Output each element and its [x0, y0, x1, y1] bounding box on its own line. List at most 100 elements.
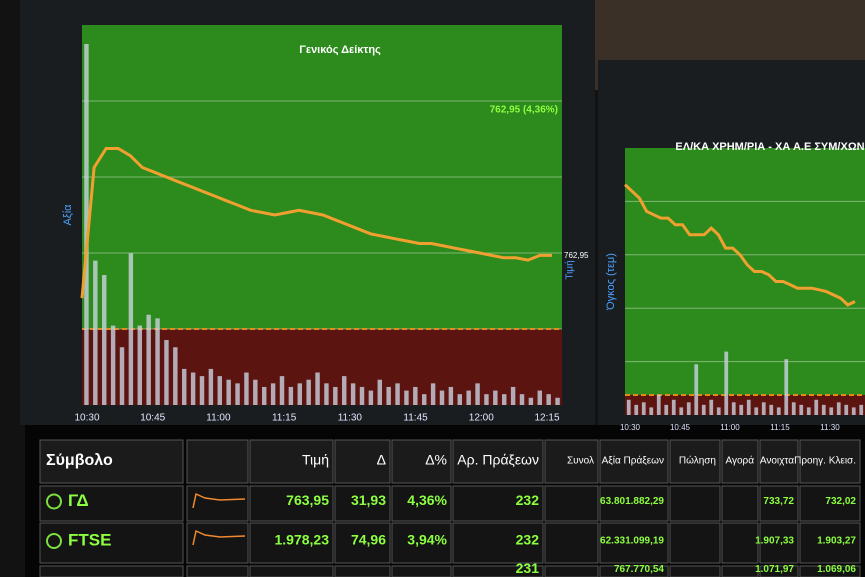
- volume-bar: [324, 383, 329, 405]
- symbol-text: ΓΔ: [68, 491, 89, 510]
- volume-bar: [701, 404, 706, 415]
- header-text: Συνολ: [567, 456, 594, 467]
- volume-bar: [555, 397, 560, 405]
- header-text: Αξία Πράξεων: [602, 455, 664, 467]
- volume-bar: [457, 394, 462, 405]
- volume-bar: [93, 260, 98, 405]
- y2-axis-label: Τιμή: [564, 260, 576, 279]
- cell: [599, 485, 669, 522]
- volume-bar: [155, 318, 160, 405]
- last-value-label: 762,95: [564, 251, 589, 260]
- cell: [721, 485, 759, 522]
- volume-bar: [137, 325, 142, 405]
- price-line: [623, 183, 856, 307]
- volume-bar: [350, 383, 356, 405]
- volume-bar: [190, 372, 196, 405]
- cell-text: 732,02: [825, 496, 856, 507]
- y-axis-label: Αξία: [62, 204, 74, 226]
- volume-bar: [634, 404, 639, 415]
- cell: [452, 565, 544, 577]
- volume-bar: [448, 386, 454, 405]
- mini-chart-cell: [186, 485, 249, 522]
- header-text: Πώληση: [679, 455, 716, 467]
- volume-bar: [641, 402, 646, 415]
- volume-bar: [146, 314, 151, 405]
- cell-text: 4,36%: [407, 492, 447, 508]
- volume-bar: [821, 404, 826, 415]
- chart-title: Γενικός Δείκτης: [299, 44, 381, 56]
- symbol-cell: [39, 485, 184, 522]
- header-cell: [799, 439, 861, 484]
- volume-bar: [519, 394, 525, 405]
- volume-bar: [694, 364, 699, 415]
- symbol-cell: [39, 522, 184, 564]
- mini-chart: [192, 529, 246, 546]
- cell: [799, 522, 861, 564]
- volume-bar: [502, 394, 507, 405]
- volume-bar: [102, 275, 107, 405]
- cell-text: 1.903,27: [817, 536, 856, 547]
- volume-bar: [510, 386, 516, 405]
- volume-bar: [164, 340, 169, 405]
- x-tick-label: 10:45: [140, 413, 165, 424]
- x-tick-label: 11:00: [206, 413, 231, 424]
- cell: [544, 522, 599, 564]
- volume-bar: [422, 394, 427, 405]
- cell-text: 763,95: [286, 492, 329, 508]
- cell-text: 733,72: [763, 496, 794, 507]
- y-axis-label: Όγκος (τεμ): [605, 253, 617, 311]
- volume-bar: [395, 383, 400, 405]
- cell: [721, 522, 759, 564]
- volume-bar: [413, 386, 418, 405]
- cell: [669, 522, 721, 564]
- volume-bar: [253, 379, 258, 405]
- cell: [759, 485, 799, 522]
- header-cell: [249, 439, 334, 484]
- cell: [544, 485, 599, 522]
- header-text: Δ%: [425, 452, 447, 468]
- volume-bar: [386, 386, 391, 405]
- volume-bar: [836, 402, 841, 415]
- cell: [599, 565, 669, 577]
- header-text: Τιμή: [302, 452, 329, 468]
- volume-bar: [671, 399, 676, 415]
- volume-bar: [306, 379, 311, 405]
- volume-bar: [528, 397, 534, 405]
- volume-bar: [769, 404, 774, 415]
- volume-bar: [844, 404, 849, 415]
- x-tick-label: 11:15: [272, 413, 297, 424]
- volume-bar: [475, 383, 480, 405]
- header-cell: [452, 439, 544, 484]
- volume-bar: [359, 386, 365, 405]
- symbol-icon: [46, 533, 62, 549]
- volume-bar: [430, 383, 436, 405]
- volume-bar: [784, 359, 789, 415]
- volume-bar: [226, 379, 231, 405]
- x-tick-label: 11:30: [820, 423, 840, 432]
- plot-green: [625, 148, 865, 395]
- x-tick-label: 10:30: [620, 423, 641, 432]
- volume-bar: [128, 253, 134, 405]
- cell: [452, 522, 544, 564]
- volume-bar: [656, 394, 661, 415]
- plot-red: [82, 329, 562, 405]
- header-cell: [544, 439, 599, 484]
- mini-chart-cell: [186, 522, 249, 564]
- cell-text: 1.069,06: [817, 564, 856, 575]
- cell: [249, 522, 334, 564]
- x-tick-label: 11:15: [770, 423, 790, 432]
- volume-bar: [626, 399, 631, 415]
- volume-bar: [791, 402, 796, 415]
- mini-chart: [192, 492, 246, 509]
- cell: [799, 565, 861, 577]
- volume-bar: [404, 390, 409, 405]
- cell-text: 63.801.882,29: [600, 496, 664, 507]
- cell-text: 1.071,97: [755, 564, 794, 575]
- volume-bar: [119, 347, 125, 405]
- cell-text: 767.770,54: [614, 564, 664, 575]
- volume-bar: [724, 351, 729, 415]
- volume-bar: [716, 407, 721, 415]
- header-cell: [334, 439, 391, 484]
- header-text: Ανοιχτα: [760, 456, 794, 467]
- header-cell: [599, 439, 669, 484]
